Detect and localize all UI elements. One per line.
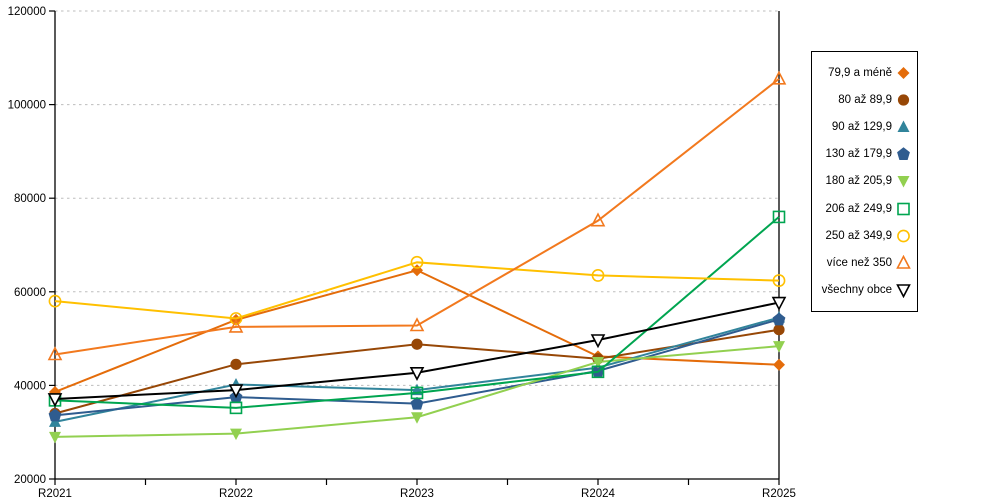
series-line: [54, 216, 780, 409]
legend-item: 250 až 349,9: [814, 228, 912, 244]
legend-item: 206 až 249,9: [814, 201, 912, 217]
data-point-marker: [49, 431, 61, 444]
data-point-marker: [591, 364, 605, 377]
series-4: [48, 312, 786, 422]
data-point-marker: [48, 408, 62, 422]
legend-label: 130 až 179,9: [825, 148, 892, 161]
x-tick-label: R2025: [762, 488, 796, 500]
legend-item: 79,9 a méně: [814, 65, 912, 81]
data-point-marker: [410, 396, 424, 410]
data-point-marker: [410, 386, 424, 400]
legend-label: 180 až 205,9: [825, 175, 892, 188]
y-tick-label: 80000: [14, 193, 46, 205]
data-point-marker: [591, 365, 605, 379]
data-point-marker: [230, 358, 242, 370]
series-5: [49, 341, 785, 444]
legend-marker-icon: [897, 120, 910, 133]
legend-marker: [896, 284, 911, 298]
data-point-marker: [411, 412, 423, 424]
series-9: [47, 296, 787, 408]
legend-item: 180 až 205,9: [814, 173, 912, 189]
data-point-marker: [48, 294, 62, 308]
y-tick-label: 60000: [14, 287, 46, 299]
data-point-marker: [229, 401, 243, 415]
data-point-marker: [773, 341, 785, 353]
legend-label: 79,9 a méně: [828, 67, 892, 80]
legend-marker-icon: [897, 229, 910, 243]
x-tick-label: R2021: [38, 488, 72, 500]
data-point-marker: [229, 312, 243, 325]
legend-marker: [897, 202, 910, 215]
legend-item: 80 až 89,9: [814, 92, 912, 108]
series-6: [48, 210, 786, 415]
legend-marker-icon: [896, 284, 911, 298]
series-8: [47, 70, 787, 361]
data-point-marker: [47, 346, 63, 361]
data-point-marker: [771, 296, 787, 311]
legend-label: 206 až 249,9: [825, 202, 892, 215]
x-tick-label: R2022: [219, 488, 253, 500]
legend-box: 79,9 a méně 80 až 89,9 90 až 129,9 130 až 1…: [811, 51, 918, 312]
data-point-marker: [228, 384, 244, 399]
data-point-marker: [773, 324, 785, 336]
legend-item: 130 až 179,9: [814, 146, 912, 162]
series-line: [54, 261, 780, 320]
legend-marker: [896, 254, 911, 269]
series-7: [48, 255, 786, 325]
legend-label: 250 až 349,9: [825, 229, 892, 242]
y-tick-label: 40000: [14, 380, 46, 392]
y-tick-label: 120000: [8, 6, 46, 18]
data-point-marker: [591, 269, 605, 282]
data-point-marker: [409, 366, 425, 381]
legend-item: všechny obce: [814, 282, 912, 298]
legend-marker: [897, 94, 910, 106]
legend-marker-icon: [897, 67, 910, 80]
data-point-marker: [590, 334, 606, 349]
legend-marker-icon: [897, 202, 910, 215]
legend-marker: [897, 229, 910, 243]
data-point-marker: [411, 338, 423, 350]
y-tick-label: 100000: [8, 100, 46, 112]
legend-marker-icon: [896, 254, 911, 269]
data-point-marker: [772, 210, 786, 224]
data-point-marker: [47, 393, 63, 408]
x-tick-label: R2024: [581, 488, 615, 500]
legend-marker-icon: [897, 147, 910, 161]
data-point-marker: [590, 212, 606, 227]
legend-marker-icon: [897, 176, 910, 188]
legend-marker: [897, 147, 910, 161]
legend-item: více než 350: [814, 254, 912, 271]
data-point-marker: [409, 317, 425, 332]
legend-label: 90 až 129,9: [831, 121, 892, 134]
legend-marker-icon: [897, 94, 910, 106]
legend-item: 90 až 129,9: [814, 119, 912, 135]
data-point-marker: [592, 357, 604, 369]
legend-label: 80 až 89,9: [838, 94, 892, 107]
data-point-marker: [772, 274, 786, 287]
legend-label: více než 350: [826, 256, 892, 269]
legend-label: všechny obce: [821, 283, 892, 296]
legend-marker: [897, 120, 910, 133]
legend-marker: [897, 176, 910, 188]
x-tick-label: R2023: [400, 488, 434, 500]
y-tick-label: 20000: [14, 474, 46, 486]
legend-marker: [897, 67, 910, 80]
data-point-marker: [228, 318, 244, 333]
data-point-marker: [771, 70, 787, 85]
data-point-marker: [773, 358, 785, 371]
data-point-marker: [230, 428, 242, 441]
data-point-marker: [772, 312, 786, 326]
data-point-marker: [410, 255, 424, 269]
series-line: [54, 78, 780, 356]
